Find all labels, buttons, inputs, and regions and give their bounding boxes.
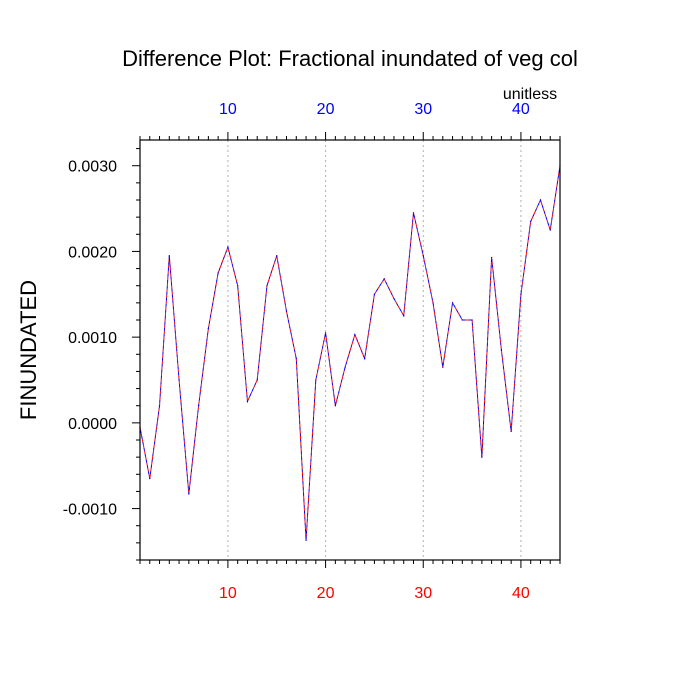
data-point — [471, 319, 473, 321]
data-point — [276, 255, 278, 257]
data-point — [266, 285, 268, 287]
data-point — [539, 199, 542, 201]
x-tick-label-bottom: 10 — [219, 585, 237, 602]
data-point — [344, 366, 346, 368]
data-point — [481, 456, 483, 458]
data-point — [422, 255, 424, 257]
data-point — [442, 366, 444, 368]
data-point — [412, 212, 415, 214]
data-point — [158, 405, 161, 407]
x-tick-label-bottom: 40 — [512, 585, 530, 602]
data-point — [491, 256, 493, 259]
x-tick-label-bottom: 20 — [317, 585, 335, 602]
data-point — [315, 379, 317, 381]
y-tick-label: 0.0030 — [68, 159, 117, 176]
y-tick-label: 0.0010 — [68, 330, 117, 347]
data-point — [305, 539, 307, 541]
x-tick-label-top: 30 — [414, 101, 432, 118]
data-point — [500, 349, 502, 351]
data-point — [383, 278, 385, 280]
units-label: unitless — [503, 86, 557, 103]
data-point — [295, 357, 297, 360]
y-axis-label: FINUNDATED — [16, 280, 41, 420]
plot-frame — [139, 139, 561, 561]
data-point — [188, 493, 190, 495]
data-point — [227, 246, 229, 248]
data-point — [403, 315, 405, 317]
y-tick-label: -0.0010 — [63, 502, 117, 519]
x-tick-label-top: 40 — [512, 101, 530, 118]
data-point — [217, 272, 219, 274]
axes: 10 20 30 40 10 20 30 40 -0.0010 0.0000 0.0010 0.002… — [63, 101, 561, 602]
data-point — [168, 255, 170, 257]
data-point — [237, 285, 239, 287]
x-tick-label-bottom: 30 — [414, 585, 432, 602]
data-point — [364, 357, 366, 360]
data-point — [198, 405, 200, 407]
x-tick-label-top: 20 — [317, 101, 335, 118]
data-point — [178, 379, 180, 381]
grid-lines — [227, 140, 522, 560]
data-point — [373, 293, 376, 295]
data-point — [354, 333, 356, 336]
data-point — [207, 327, 209, 330]
y-tick-label: 0.0020 — [68, 244, 117, 261]
data-point — [451, 302, 454, 304]
data-point — [149, 477, 151, 480]
data-point — [393, 297, 395, 300]
chart-title: Difference Plot: Fractional inundated of… — [122, 46, 578, 71]
data-point — [324, 332, 327, 334]
data-point — [334, 405, 336, 407]
x-tick-label-top: 10 — [219, 101, 237, 118]
series-layer — [139, 165, 561, 541]
data-point — [530, 220, 532, 223]
data-point — [549, 229, 551, 231]
data-point — [461, 319, 463, 321]
data-point — [520, 293, 522, 295]
series-line — [139, 165, 561, 541]
series-line — [139, 165, 561, 541]
data-point — [510, 430, 512, 433]
data-point — [256, 379, 258, 381]
y-tick-label: 0.0000 — [68, 416, 117, 433]
data-point — [432, 302, 434, 304]
data-point — [246, 400, 249, 403]
data-point — [285, 310, 288, 313]
